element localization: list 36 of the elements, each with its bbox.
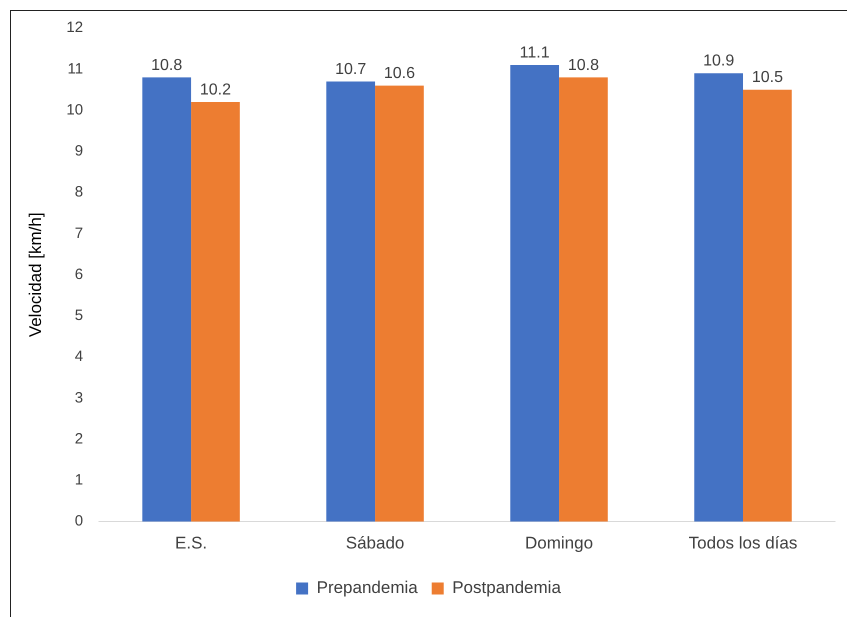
x-tick-label: Domingo [525,533,594,552]
legend-label: Postpandemia [452,578,562,598]
y-tick-label: 12 [66,19,84,36]
y-tick-label: 8 [74,184,84,201]
y-tick-label: 1 [74,472,84,489]
bar [743,90,792,522]
y-tick-label: 2 [74,430,84,448]
y-tick-label: 7 [74,224,84,242]
y-tick-label: 4 [74,348,84,366]
y-tick-label: 0 [74,512,84,530]
y-axis-title: Velocidad [km/h] [26,212,45,338]
bar [375,86,424,522]
y-tick-label: 10 [66,101,84,118]
data-label: 11.1 [520,44,550,62]
x-tick-label: Todos los días [688,533,798,552]
y-tick-label: 11 [68,60,84,78]
data-label: 10.9 [703,52,734,70]
data-label: 10.5 [752,69,784,86]
data-label: 10.8 [568,56,600,74]
data-label: 10.7 [335,60,366,78]
data-label: 10.8 [151,56,182,74]
bar [191,102,240,522]
y-tick-label: 3 [74,389,84,406]
bar [510,65,560,522]
x-tick-label: E.S. [175,533,208,552]
bar [559,77,608,522]
x-tick-label: Sábado [346,533,404,552]
legend-label: Prepandemia [316,578,418,598]
y-tick-label: 6 [74,266,84,283]
data-label: 10.2 [200,81,232,98]
bar [694,73,744,522]
y-tick-label: 9 [74,142,84,160]
y-tick-label: 5 [74,307,84,324]
data-label: 10.6 [384,64,416,82]
bar [326,81,376,522]
bar [142,77,192,522]
